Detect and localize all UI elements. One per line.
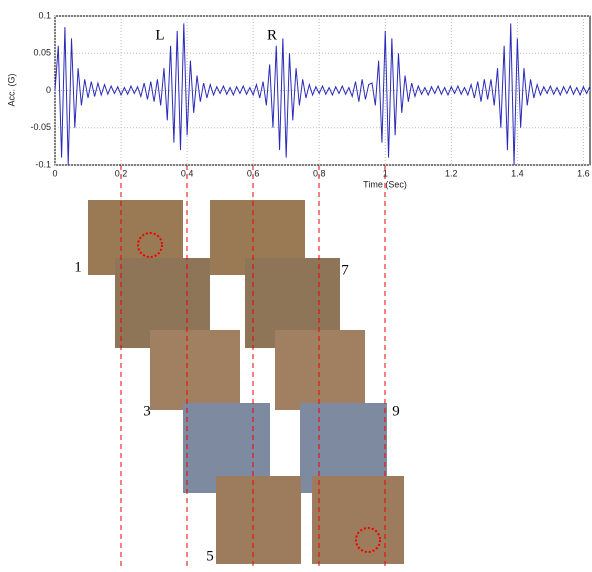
- annotation: 7: [341, 262, 349, 278]
- x-tick-label: 1.2: [445, 168, 458, 178]
- y-tick-label: 0.05: [33, 48, 51, 58]
- photo: [216, 476, 301, 564]
- y-tick-label: -0.05: [30, 122, 51, 132]
- x-axis-label: Time (Sec): [363, 179, 407, 189]
- x-tick-label: 1.6: [577, 168, 590, 178]
- photo: [275, 330, 365, 410]
- x-tick-label: 0.8: [313, 168, 326, 178]
- figure: Acc. (G) Time (Sec) -0.1 -0.05 0 0.05 0.1 0 0.…: [0, 0, 592, 567]
- x-tick-label: 0.2: [115, 168, 128, 178]
- x-tick-label: 0.4: [181, 168, 194, 178]
- annotation: 9: [392, 403, 400, 419]
- annotation: L: [155, 27, 164, 43]
- y-tick-label: 0: [46, 85, 51, 95]
- x-tick-label: 1.4: [511, 168, 524, 178]
- x-tick-label: 1: [383, 168, 388, 178]
- y-tick-label: -0.1: [35, 159, 51, 169]
- annotation: 1: [74, 259, 82, 275]
- photo: [312, 476, 404, 564]
- photo: [150, 330, 240, 410]
- annotation: R: [267, 27, 277, 43]
- y-axis-label: Acc. (G): [6, 73, 16, 106]
- photos: [88, 200, 404, 564]
- x-tick-label: 0.6: [247, 168, 260, 178]
- plot: -0.1 -0.05 0 0.05 0.1 0 0.2 0.4 0.6 0.8 1 1.2 1.4 1.6: [30, 10, 590, 178]
- annotation: 5: [206, 548, 214, 564]
- y-tick-label: 0.1: [38, 10, 51, 20]
- annotation: 3: [143, 403, 151, 419]
- x-tick-label: 0: [52, 168, 57, 178]
